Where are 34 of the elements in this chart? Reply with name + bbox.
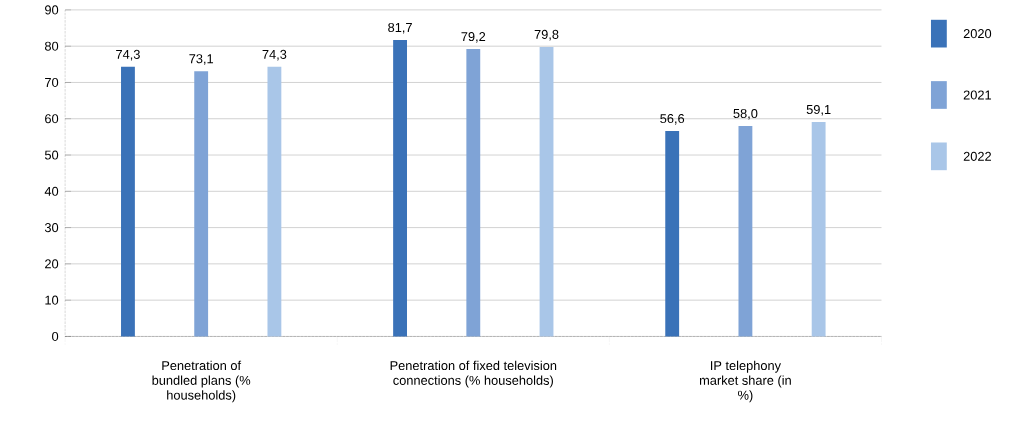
y-tick-label: 70 <box>45 77 59 87</box>
x-tick-label: IP telephony market share (in %) <box>699 360 791 403</box>
legend-label: 2020 <box>963 28 992 38</box>
data-label: 81,7 <box>388 22 412 34</box>
x-tick-label: Penetration of fixed television connections (% households) <box>390 360 557 388</box>
bar <box>393 39 407 337</box>
y-tick-label: 20 <box>45 259 59 269</box>
data-label: 79,2 <box>461 31 486 43</box>
y-tick-label: 90 <box>45 5 59 15</box>
y-tick-label: 40 <box>44 186 59 196</box>
y-tick-label: 30 <box>44 222 59 232</box>
data-label: 74,3 <box>116 49 140 61</box>
y-tick-label: 60 <box>45 114 59 124</box>
y-tick-label: 50 <box>44 150 59 160</box>
bar <box>121 66 135 337</box>
data-label: 58,0 <box>733 108 758 120</box>
data-label: 56,6 <box>660 113 685 125</box>
y-tick-label: 0 <box>52 331 59 341</box>
bar <box>466 48 481 337</box>
y-tick-label: 80 <box>44 41 59 51</box>
bar <box>811 121 826 337</box>
bar <box>194 71 209 337</box>
bar <box>665 130 680 337</box>
bar <box>267 66 282 337</box>
bar <box>738 125 753 337</box>
y-tick-label: 10 <box>45 295 59 305</box>
legend-label: 2021 <box>963 90 992 100</box>
bar <box>539 46 554 337</box>
data-label: 59,1 <box>806 104 831 116</box>
data-label: 73,1 <box>189 53 214 65</box>
data-label: 74,3 <box>262 49 287 61</box>
legend-label: 2022 <box>963 151 991 161</box>
data-label: 79,8 <box>534 29 559 41</box>
x-tick-label: Penetration of bundled plans (% households) <box>152 360 251 403</box>
